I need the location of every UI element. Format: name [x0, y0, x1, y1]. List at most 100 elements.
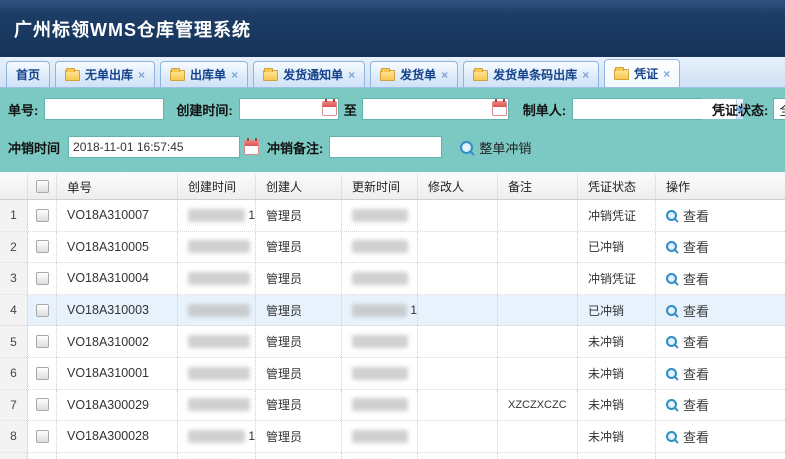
col-header-creator[interactable]: 创建人 — [256, 174, 342, 199]
table-row[interactable]: 3 VO18A310004 管理员 冲销凭证 查看 — [0, 263, 785, 295]
note-cell — [498, 452, 578, 459]
voucher-status-value: 全部 — [779, 100, 785, 119]
modifier-cell — [418, 231, 498, 263]
table-row[interactable]: 8 VO18A300028 1 管理员 未冲销 查看 — [0, 421, 785, 453]
row-number: 6 — [0, 357, 28, 389]
whole-order-writeoff-button[interactable]: 整单冲销 — [460, 138, 531, 157]
view-link[interactable]: 查看 — [666, 269, 709, 288]
table-row[interactable]: 6 VO18A310001 管理员 未冲销 查看 — [0, 357, 785, 390]
create-time-fragment: 1 — [248, 208, 255, 223]
col-header-create-time[interactable]: 创建时间 — [178, 174, 256, 199]
operation-cell: 查看 — [656, 200, 785, 231]
tab-home[interactable]: 首页 — [6, 61, 51, 87]
voucher-status-select[interactable]: 全部 — [773, 98, 785, 120]
create-time-fragment: 1 — [248, 429, 255, 444]
row-checkbox-cell — [28, 231, 57, 263]
create-time-from-input[interactable] — [238, 98, 339, 120]
row-checkbox[interactable] — [35, 208, 49, 222]
row-checkbox[interactable] — [35, 303, 49, 317]
create-time-cell — [178, 231, 256, 263]
writeoff-note-input[interactable] — [329, 136, 443, 158]
row-checkbox-cell — [28, 421, 57, 452]
maker-combo[interactable] — [572, 98, 745, 120]
note-cell — [498, 421, 578, 452]
row-number: 3 — [0, 263, 28, 294]
create-time-cell — [178, 326, 256, 357]
view-link[interactable]: 查看 — [666, 332, 709, 351]
create-time-label: 创建时间: — [176, 102, 233, 118]
table-row[interactable]: 7 VO18A300029 管理员 XZCZXCZC 未冲销 查看 — [0, 389, 785, 422]
combo-trigger[interactable] — [735, 99, 745, 119]
tab-shipping-notice[interactable]: 发货通知单 × — [253, 61, 366, 87]
close-icon[interactable]: × — [138, 67, 146, 82]
col-header-operation[interactable]: 操作 — [666, 180, 691, 194]
close-icon[interactable]: × — [348, 67, 356, 82]
magnifier-icon — [666, 241, 677, 253]
col-header-rownum — [0, 174, 28, 199]
col-header-update-time[interactable]: 更新时间 — [342, 174, 418, 199]
view-link[interactable]: 查看 — [666, 301, 709, 320]
col-header-order-no[interactable]: 单号 — [57, 174, 178, 199]
row-checkbox[interactable] — [35, 429, 49, 443]
note-cell — [498, 200, 578, 231]
tab-shipping-barcode-outbound[interactable]: 发货单条码出库 × — [463, 61, 600, 87]
view-link[interactable]: 查看 — [666, 427, 709, 446]
redacted-blur — [352, 271, 408, 285]
row-checkbox[interactable] — [35, 398, 49, 412]
tab-voucher[interactable]: 凭证 × — [604, 59, 681, 87]
redacted-blur — [188, 366, 250, 380]
operation-cell: 查看 — [656, 263, 785, 294]
tab-outbound-order[interactable]: 出库单 × — [160, 61, 249, 87]
creator-cell: 管理员 — [256, 357, 342, 389]
calendar-icon[interactable] — [244, 137, 260, 155]
tab-shipping-order[interactable]: 发货单 × — [370, 61, 459, 87]
select-all-checkbox[interactable] — [35, 180, 49, 193]
tab-no-order-outbound[interactable]: 无单出库 × — [55, 61, 156, 87]
row-checkbox[interactable] — [35, 335, 49, 349]
update-time-cell — [342, 263, 418, 294]
tab-label: 发货单条码出库 — [493, 68, 578, 82]
view-link[interactable]: 查看 — [666, 395, 709, 414]
close-icon[interactable]: × — [441, 67, 449, 82]
order-no-cell: VO18A310002 — [57, 326, 178, 357]
update-time-fragment: 1 — [410, 303, 417, 318]
close-icon[interactable]: × — [582, 67, 590, 82]
view-label: 查看 — [683, 240, 710, 256]
close-icon[interactable]: × — [231, 67, 239, 82]
update-time-cell: 0.30 — [342, 452, 418, 459]
calendar-icon[interactable] — [491, 99, 507, 116]
row-checkbox[interactable] — [35, 366, 49, 380]
col-header-checkbox[interactable] — [28, 174, 57, 199]
folder-icon — [65, 68, 81, 81]
row-number: 9 — [0, 452, 28, 459]
maker-input[interactable] — [573, 99, 737, 119]
whole-order-writeoff-label: 整单冲销 — [479, 140, 532, 156]
table-row[interactable]: 1 VO18A310007 1 管理员 冲销凭证 查看 — [0, 200, 785, 232]
calendar-icon[interactable] — [321, 99, 337, 116]
creator-cell: 管理员 — [256, 263, 342, 294]
col-header-modifier[interactable]: 修改人 — [418, 174, 498, 199]
view-link[interactable]: 查看 — [666, 237, 709, 256]
view-link[interactable]: 查看 — [666, 206, 709, 225]
modifier-cell — [418, 421, 498, 452]
table-header: 单号 创建时间 创建人 更新时间 修改人 备注 凭证状态 操作 — [0, 174, 785, 200]
modifier-cell — [418, 200, 498, 231]
col-header-status[interactable]: 凭证状态 — [578, 174, 656, 199]
create-time-cell — [178, 357, 256, 389]
table-row[interactable]: 5 VO18A310002 管理员 未冲销 查看 — [0, 326, 785, 358]
status-cell: 未冲销 — [578, 452, 656, 459]
order-no-input[interactable] — [44, 98, 165, 120]
row-checkbox[interactable] — [35, 240, 49, 254]
col-header-note[interactable]: 备注 — [498, 174, 578, 199]
writeoff-time-input[interactable] — [68, 136, 241, 158]
filter-row-2: 冲销时间 冲销备注: 整单冲销 — [8, 135, 785, 159]
order-no-cell: VO18A310007 — [57, 200, 178, 231]
view-link[interactable]: 查看 — [666, 364, 709, 383]
create-time-to-input[interactable] — [361, 98, 509, 120]
row-checkbox[interactable] — [35, 271, 49, 285]
operation-cell: 查看 — [656, 232, 785, 263]
table-row[interactable]: 4 VO18A310003 管理员 1 已冲销 查看 — [0, 294, 785, 327]
close-icon[interactable]: × — [663, 66, 671, 81]
table-row[interactable]: 2 VO18A310005 管理员 已冲销 查看 — [0, 231, 785, 264]
table-row[interactable]: 9 VO18A300027 0.1 管理员 0.30 未冲销 查看 — [0, 452, 785, 459]
